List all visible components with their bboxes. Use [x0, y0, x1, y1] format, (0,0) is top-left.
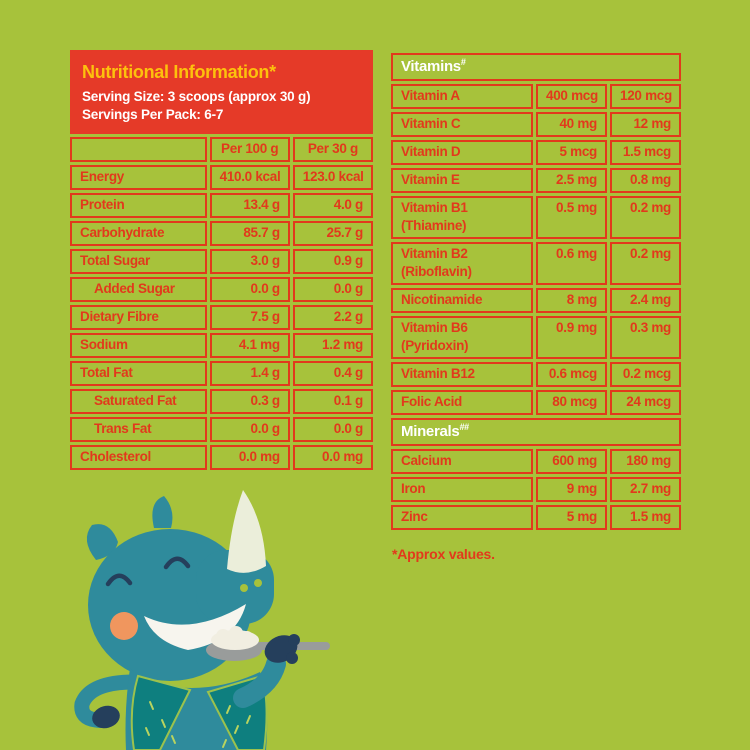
table-row-vitamin-b1: Vitamin B1 (Thiamine) 0.5 mg 0.2 mg: [391, 196, 681, 239]
table-row-vitamin-a: Vitamin A 400 mcg 120 mcg: [391, 84, 681, 109]
table-row-vitamin-e: Vitamin E 2.5 mg 0.8 mg: [391, 168, 681, 193]
approx-values-footnote: *Approx values.: [392, 546, 495, 562]
nutrition-table: Per 100 g Per 30 g Energy 410.0 kcal 123…: [67, 134, 376, 473]
table-row-added-sugar: Added Sugar 0.0 g 0.0 g: [70, 277, 373, 302]
table-row-trans-fat: Trans Fat 0.0 g 0.0 g: [70, 417, 373, 442]
vitamins-footnote-mark: #: [460, 57, 466, 67]
rhino-eye-left: [105, 573, 133, 587]
column-header-row: Per 100 g Per 30 g: [70, 137, 373, 162]
table-row-vitamin-c: Vitamin C 40 mg 12 mg: [391, 112, 681, 137]
rhino-nostril-left: [240, 584, 248, 592]
rhino-vest-left: [130, 674, 192, 750]
rhino-cheek: [110, 612, 138, 640]
table-row-total-sugar: Total Sugar 3.0 g 0.9 g: [70, 249, 373, 274]
table-row-vitamin-b12: Vitamin B12 0.6 mcg 0.2 mcg: [391, 362, 681, 387]
rhino-vest-marks: [145, 701, 251, 748]
table-row-zinc: Zinc 5 mg 1.5 mg: [391, 505, 681, 530]
table-row-cholesterol: Cholesterol 0.0 mg 0.0 mg: [70, 445, 373, 470]
table-row-vitamin-b2: Vitamin B2 (Riboflavin) 0.6 mg 0.2 mg: [391, 242, 681, 285]
nutritional-information-header: Nutritional Information* Serving Size: 3…: [70, 50, 373, 134]
panel-title: Nutritional Information*: [82, 62, 276, 82]
rhino-mascot-illustration: [74, 490, 330, 750]
table-row-calcium: Calcium 600 mg 180 mg: [391, 449, 681, 474]
rhino-ear-top: [152, 496, 173, 528]
section-header-vitamins: Vitamins#: [391, 53, 681, 81]
table-row-protein: Protein 13.4 g 4.0 g: [70, 193, 373, 218]
table-row-carbohydrate: Carbohydrate 85.7 g 25.7 g: [70, 221, 373, 246]
spoon-food: [211, 626, 259, 650]
rhino-right-arm: [233, 654, 286, 708]
table-row-iron: Iron 9 mg 2.7 mg: [391, 477, 681, 502]
column-header-empty: [70, 137, 207, 162]
rhino-left-hoof: [92, 705, 120, 729]
table-row-energy: Energy 410.0 kcal 123.0 kcal: [70, 165, 373, 190]
table-row-folic-acid: Folic Acid 80 mcg 24 mcg: [391, 390, 681, 415]
table-row-vitamin-d: Vitamin D 5 mcg 1.5 mcg: [391, 140, 681, 165]
table-row-saturated-fat: Saturated Fat 0.3 g 0.1 g: [70, 389, 373, 414]
rhino-nostril-right: [254, 579, 262, 587]
minerals-footnote-mark: ##: [459, 422, 469, 432]
serving-size-text: Serving Size: 3 scoops (approx 30 g): [82, 89, 311, 104]
table-row-sodium: Sodium 4.1 mg 1.2 mg: [70, 333, 373, 358]
rhino-right-hoof: [264, 634, 300, 664]
vitamins-heading: Vitamins: [401, 58, 461, 75]
column-header-per-100g: Per 100 g: [209, 137, 290, 162]
table-row-vitamin-b6: Vitamin B6 (Pyridoxin) 0.9 mg 0.3 mg: [391, 316, 681, 359]
table-row-total-fat: Total Fat 1.4 g 0.4 g: [70, 361, 373, 386]
minerals-heading: Minerals: [401, 423, 460, 440]
servings-per-pack-text: Servings Per Pack: 6-7: [82, 107, 224, 122]
section-header-minerals: Minerals##: [391, 418, 681, 446]
table-row-nicotinamide: Nicotinamide 8 mg 2.4 mg: [391, 288, 681, 313]
rhino-ear-left: [86, 524, 118, 560]
vitamins-minerals-table: Vitamins# Vitamin A 400 mcg 120 mcg Vita…: [388, 50, 684, 533]
table-row-dietary-fibre: Dietary Fibre 7.5 g 2.2 g: [70, 305, 373, 330]
column-header-per-30g: Per 30 g: [292, 137, 373, 162]
rhino-horn: [227, 490, 266, 573]
nutritional-information-panel: Nutritional Information* Serving Size: 3…: [70, 50, 373, 473]
vitamins-minerals-panel: Vitamins# Vitamin A 400 mcg 120 mcg Vita…: [391, 50, 681, 562]
rhino-eye-right: [163, 556, 191, 570]
